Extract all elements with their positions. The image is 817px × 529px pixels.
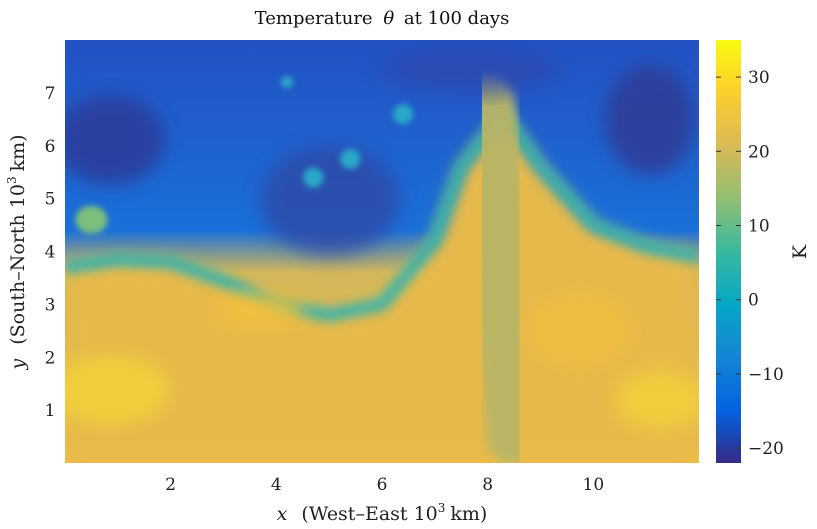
- x-tick-labels: 2 4 6 8 10: [165, 475, 604, 495]
- y-tick-label: 4: [45, 243, 56, 263]
- front-transition-band: [65, 102, 699, 323]
- x-axis-label: x (West–East 103 km): [277, 501, 488, 525]
- y-tick-label: 1: [45, 401, 56, 421]
- warm-air-mass: [65, 114, 699, 463]
- cold-core-north: [380, 45, 560, 95]
- warm-blob: [75, 205, 108, 234]
- chart-title: Temperature θ at 100 days: [255, 8, 510, 29]
- colorbar-ticks: −20 −10 0 10 20 30: [716, 68, 784, 459]
- y-tick-labels: 1 2 3 4 5 6 7: [45, 84, 56, 421]
- y-tick-label: 3: [45, 295, 56, 315]
- x-tick-label: 2: [165, 475, 176, 495]
- eddies: [280, 76, 414, 188]
- y-axis-var: y: [7, 359, 29, 371]
- hot-core-southeast: [530, 295, 630, 365]
- hot-core-center: [215, 292, 305, 328]
- x-axis-unit: km): [450, 503, 487, 525]
- title-suffix: at 100 days: [404, 8, 509, 29]
- colorbar-tick-label: −10: [748, 365, 784, 385]
- eddy: [340, 148, 361, 169]
- x-tick-label: 4: [271, 475, 282, 495]
- colorbar-tick-label: 30: [748, 68, 770, 88]
- y-axis-text: (South–North 10: [7, 184, 29, 345]
- y-tick-label: 5: [45, 190, 56, 210]
- temperature-heatmap: [65, 40, 699, 463]
- x-tick-label: 10: [583, 475, 605, 495]
- x-tick-label: 8: [482, 475, 493, 495]
- colorbar-tick-label: 10: [748, 217, 770, 237]
- colorbar-gradient: [716, 40, 741, 463]
- title-text: Temperature: [255, 8, 373, 29]
- y-tick-label: 7: [45, 84, 56, 104]
- y-axis-sup: 3: [5, 176, 19, 184]
- y-tick-label: 6: [45, 137, 56, 157]
- colorbar: −20 −10 0 10 20 30 K: [716, 40, 811, 463]
- warm-blobs: [75, 205, 108, 234]
- eddy: [280, 76, 293, 89]
- x-tick-label: 6: [377, 475, 388, 495]
- hot-core-east: [615, 370, 699, 430]
- y-tick-label: 2: [45, 348, 56, 368]
- x-axis-var: x: [277, 503, 288, 525]
- x-axis-sup: 3: [438, 501, 446, 515]
- colorbar-tick-label: 0: [748, 291, 759, 311]
- eddy: [303, 167, 324, 188]
- colorbar-tick-label: −20: [748, 439, 784, 459]
- warm-tongue: [460, 75, 542, 463]
- colorbar-tick-label: 20: [748, 142, 770, 162]
- hot-core-west: [65, 355, 170, 425]
- cold-core-center: [260, 145, 400, 255]
- y-axis-unit: km): [7, 134, 29, 171]
- title-symbol: θ: [383, 8, 394, 29]
- cold-core-east: [605, 65, 695, 175]
- y-axis-label: y (South–North 103 km): [5, 134, 29, 370]
- colorbar-label: K: [789, 244, 811, 259]
- cold-core-west: [65, 95, 165, 185]
- eddy: [393, 104, 414, 125]
- x-axis-text: (West–East 10: [301, 503, 437, 525]
